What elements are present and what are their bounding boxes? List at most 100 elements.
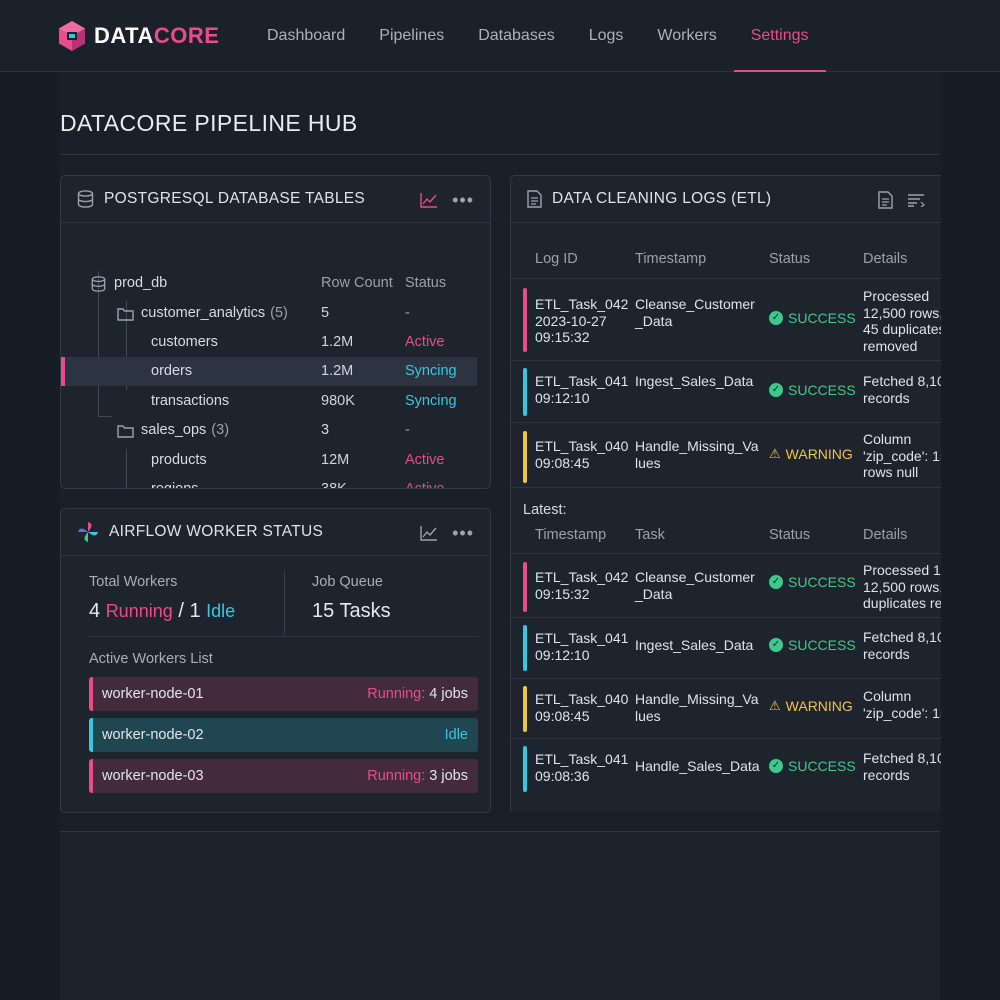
tree-row-customer-analytics[interactable]: customer_analytics (5) 5 - (61, 299, 490, 328)
stats-bottom-divider (89, 636, 478, 637)
row-status: Syncing (405, 393, 457, 409)
logo[interactable]: DATACORE (58, 20, 219, 52)
tree-count: (5) (270, 305, 288, 321)
logo-text: DATACORE (94, 23, 220, 48)
row-status: - (405, 305, 410, 321)
check-circle-icon: ✓ (769, 383, 783, 397)
task-cell: Handle_Missing_Values (635, 691, 759, 724)
check-circle-icon: ✓ (769, 759, 783, 773)
latest-log-row[interactable]: ETL_Task_041 09:12:10 Ingest_Sales_Data ✓… (511, 618, 941, 679)
status-cell: ⚠ WARNING (769, 446, 853, 462)
document-icon (527, 190, 542, 208)
tree-line (126, 301, 127, 390)
nav-pipelines[interactable]: Pipelines (379, 27, 445, 44)
worker-state: Running: 3 jobs (367, 768, 468, 784)
latest-log-row[interactable]: ETL_Task_041 09:08:36 Handle_Sales_Data ✓… (511, 739, 941, 801)
details-cell: Fetched 8,100records (863, 750, 941, 783)
nav-settings[interactable]: Settings (733, 0, 826, 73)
tree-line (98, 416, 112, 417)
db-tree: prod_db Row Count Status customer_analyt… (61, 223, 490, 488)
job-queue-label: Job Queue (312, 574, 383, 590)
status-cell: ⚠ WARNING (769, 698, 853, 714)
details-cell: Processed 12 12,500 rows, duplicates re (863, 562, 941, 611)
latest-label: Latest: (523, 502, 567, 518)
stats-divider (284, 571, 285, 635)
status-cell: ✓ SUCCESS (769, 637, 856, 653)
log-id-cell: ETL_Task_041 09:12:10 (535, 630, 629, 663)
chart-icon[interactable] (420, 192, 438, 208)
logo-icon (59, 21, 85, 51)
tree-row-customers[interactable]: customers 1.2M Active (61, 328, 490, 357)
list-filter-icon[interactable] (907, 193, 925, 207)
log-row[interactable]: ETL_Task_040 09:08:45 Handle_Missing_Valu… (511, 423, 941, 488)
col-header-timestamp: Timestamp (635, 251, 707, 267)
tree-row-sales-ops[interactable]: sales_ops (3) 3 - (61, 416, 490, 445)
latest-log-row[interactable]: ETL_Task_042 09:15:32 Cleanse_Customer_Da… (511, 555, 941, 618)
tree-row-products[interactable]: products 12M Active (61, 446, 490, 475)
tree-row-orders[interactable]: orders 1.2M Syncing (61, 357, 490, 386)
details-cell: Fetched 8,100records (863, 373, 941, 406)
more-options-icon[interactable]: ••• (452, 522, 474, 543)
tree-label: transactions (151, 393, 230, 409)
task-cell: Cleanse_Customer_Data (635, 296, 755, 329)
details-cell: Column'zip_code': 15 rows null (863, 431, 941, 480)
status-cell: ✓ SUCCESS (769, 574, 856, 590)
nav-workers[interactable]: Workers (657, 27, 717, 44)
check-circle-icon: ✓ (769, 311, 783, 325)
etl-logs-card: DATA CLEANING LOGS (ETL) Log ID Timestam… (510, 175, 941, 812)
row-count: 1.2M (321, 334, 354, 350)
row-count: 980K (321, 393, 355, 409)
active-workers-label: Active Workers List (89, 651, 213, 667)
chart-icon[interactable] (420, 525, 438, 541)
total-workers-label: Total Workers (89, 574, 178, 590)
col-header-task: Task (635, 527, 665, 543)
bottom-panel-area (60, 832, 940, 1000)
task-cell: Ingest_Sales_Data (635, 373, 754, 389)
tree-row-transactions[interactable]: transactions 980K Syncing (61, 387, 490, 416)
nav-dashboard[interactable]: Dashboard (267, 27, 346, 44)
tree-line (126, 449, 127, 488)
database-icon (77, 190, 94, 208)
total-workers-value: 4 Running / 1 Idle (89, 600, 236, 622)
latest-table-header: Timestamp Task Status Details (511, 520, 941, 554)
task-cell: Cleanse_Customer_Data (635, 569, 755, 602)
col-header-details: Details (863, 527, 908, 543)
check-circle-icon: ✓ (769, 638, 783, 652)
tree-label: prod_db (114, 275, 168, 291)
worker-row[interactable]: worker-node-01 Running: 4 jobs (89, 677, 478, 711)
task-cell: Ingest_Sales_Data (635, 637, 754, 653)
tree-label: products (151, 452, 207, 468)
row-indicator (523, 686, 527, 732)
log-row[interactable]: ETL_Task_042 2023-10-27 09:15:32 Cleanse_C… (511, 280, 941, 361)
nav-logs[interactable]: Logs (588, 27, 624, 44)
row-indicator (523, 288, 527, 352)
more-options-icon[interactable]: ••• (452, 189, 474, 210)
worker-name: worker-node-01 (102, 686, 204, 702)
row-count: 3 (321, 422, 330, 438)
row-count: 38K (321, 481, 347, 489)
worker-row[interactable]: worker-node-02 Idle (89, 718, 478, 752)
worker-row[interactable]: worker-node-03 Running: 3 jobs (89, 759, 478, 793)
col-header-status: Status (405, 275, 447, 291)
row-count: 1.2M (321, 363, 354, 379)
log-id-cell: ETL_Task_042 2023-10-27 09:15:32 (535, 296, 629, 345)
tree-row-prod-db[interactable]: prod_db Row Count Status (61, 269, 490, 298)
folder-icon (117, 424, 134, 438)
tree-label: sales_ops (141, 422, 207, 438)
row-status: Syncing (405, 363, 457, 379)
document-icon[interactable] (878, 190, 893, 209)
row-count: 5 (321, 305, 330, 321)
details-cell: Processed 12,500 rows, 45 duplicates remove… (863, 288, 941, 354)
latest-log-row[interactable]: ETL_Task_040 09:08:45 Handle_Missing_Valu… (511, 679, 941, 739)
row-indicator (523, 562, 527, 612)
tree-label: orders (151, 363, 193, 379)
log-row[interactable]: ETL_Task_041 09:12:10 Ingest_Sales_Data ✓… (511, 361, 941, 423)
airflow-workers-card: AIRFLOW WORKER STATUS ••• Total Workers … (60, 508, 491, 813)
tree-row-regions[interactable]: regions 38K Active (61, 475, 490, 489)
log-id-cell: ETL_Task_041 09:12:10 (535, 373, 629, 406)
nav-databases[interactable]: Databases (478, 27, 555, 44)
log-id-cell: ETL_Task_041 09:08:36 (535, 751, 629, 784)
log-id-cell: ETL_Task_040 09:08:45 (535, 691, 629, 724)
db-card-title: POSTGRESQL DATABASE TABLES (104, 190, 366, 207)
row-indicator (523, 625, 527, 671)
